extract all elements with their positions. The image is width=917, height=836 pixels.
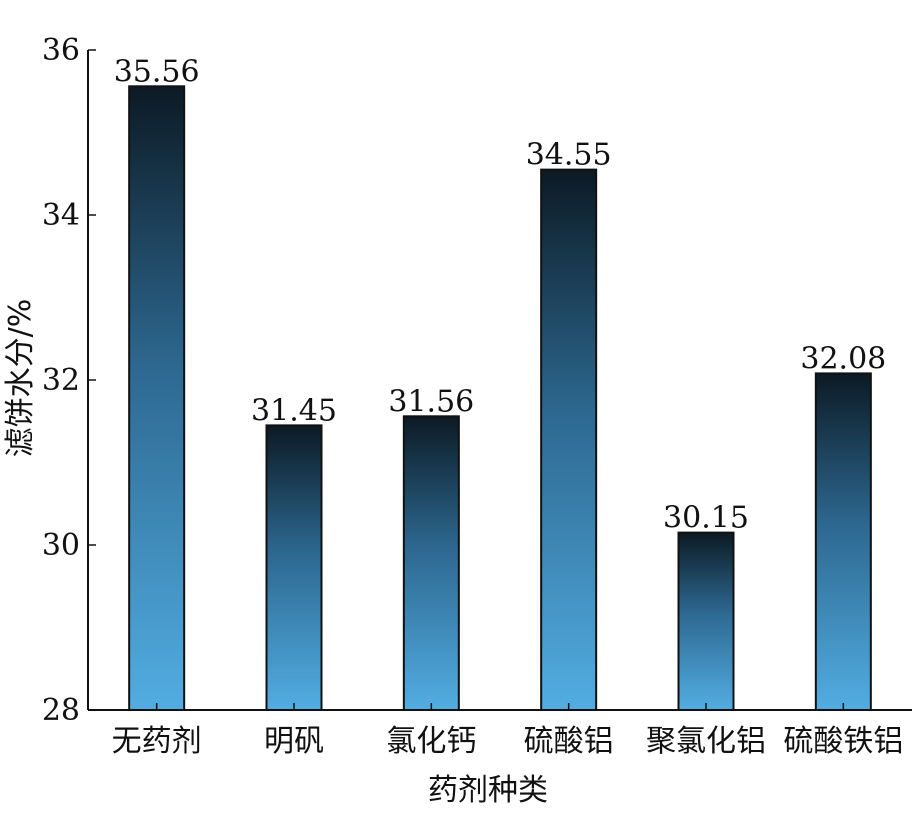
x-axis-title: 药剂种类 xyxy=(428,773,548,808)
bar-3 xyxy=(402,415,460,711)
x-tick-label-2: 明矾 xyxy=(264,724,324,759)
bars-group xyxy=(128,85,872,712)
bar-value-label-5: 30.15 xyxy=(663,501,749,536)
bar-labels-group: 35.56 31.45 31.56 34.55 30.15 32.08 xyxy=(114,54,887,535)
y-tick-label-34: 34 xyxy=(42,198,80,233)
x-tick-label-4: 硫酸铝 xyxy=(524,724,614,759)
x-tick-label-5: 聚氯化铝 xyxy=(646,724,766,759)
bar-value-label-2: 31.45 xyxy=(251,393,337,428)
y-tick-label-32: 32 xyxy=(42,363,80,398)
bar-value-label-3: 31.56 xyxy=(388,384,474,419)
y-tick-label-36: 36 xyxy=(42,33,80,68)
bar-5 xyxy=(677,531,735,711)
axes-group xyxy=(87,50,912,711)
bar-6 xyxy=(814,372,872,711)
bar-value-label-6: 32.08 xyxy=(800,341,886,376)
ticks-group: 无药剂 明矾 氯化钙 硫酸铝 聚氯化铝 硫酸铁铝 28 30 32 34 36 xyxy=(42,33,904,759)
x-tick-label-6: 硫酸铁铝 xyxy=(783,724,903,759)
bar-value-label-1: 35.56 xyxy=(114,54,200,89)
x-tick-label-3: 氯化钙 xyxy=(386,724,476,759)
y-tick-label-28: 28 xyxy=(42,693,80,728)
x-tick-label-1: 无药剂 xyxy=(112,724,202,759)
bar-value-label-4: 34.55 xyxy=(526,138,612,173)
bar-2 xyxy=(265,424,323,711)
y-tick-label-30: 30 xyxy=(42,528,80,563)
bar-1 xyxy=(128,85,186,712)
y-axis-title: 滤饼水分/% xyxy=(3,299,38,458)
bar-4 xyxy=(540,168,598,711)
